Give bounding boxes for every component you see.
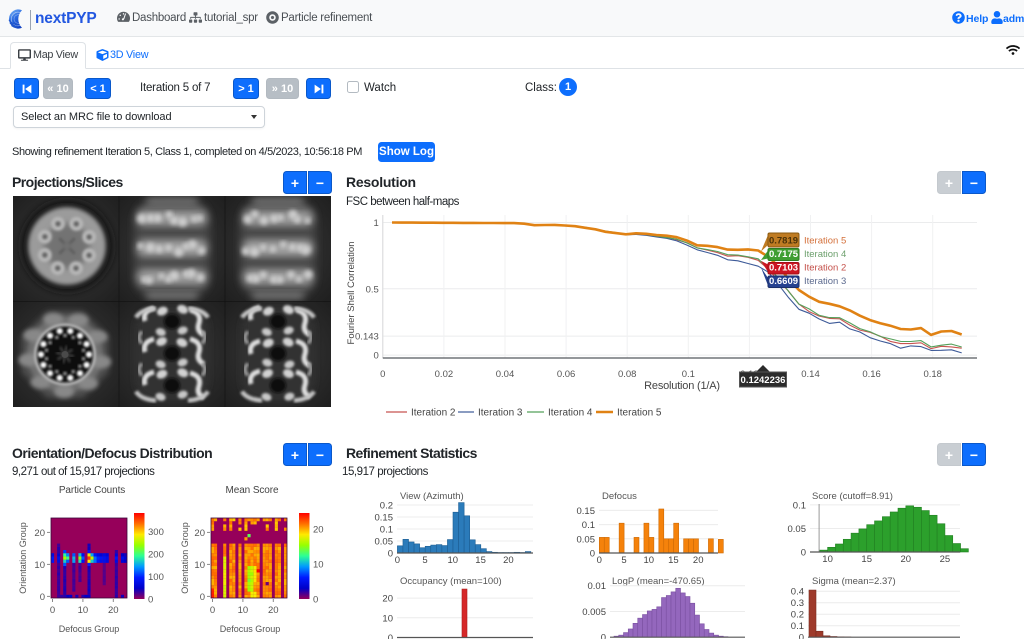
- svg-text:Iteration 4: Iteration 4: [548, 408, 593, 419]
- svg-text:0.5: 0.5: [366, 284, 379, 295]
- svg-text:10: 10: [822, 554, 833, 565]
- svg-text:Iteration 4: Iteration 4: [804, 249, 846, 260]
- svg-text:0: 0: [388, 549, 393, 560]
- svg-text:0.2: 0.2: [791, 610, 804, 621]
- svg-text:15: 15: [475, 555, 486, 566]
- svg-text:0.7819: 0.7819: [769, 236, 798, 247]
- svg-text:10: 10: [448, 555, 459, 566]
- svg-text:Mean Score: Mean Score: [226, 485, 279, 496]
- svg-text:10: 10: [313, 559, 324, 570]
- svg-text:0: 0: [200, 592, 205, 603]
- svg-text:0.04: 0.04: [496, 369, 515, 380]
- svg-text:0.05: 0.05: [577, 534, 596, 545]
- svg-text:0.1: 0.1: [791, 621, 804, 632]
- svg-text:10: 10: [644, 555, 655, 566]
- svg-text:Iteration 2: Iteration 2: [411, 408, 456, 419]
- svg-text:0: 0: [597, 555, 602, 566]
- svg-text:0.1: 0.1: [380, 525, 393, 536]
- svg-text:10: 10: [382, 613, 393, 624]
- svg-text:20: 20: [108, 605, 119, 616]
- svg-text:Iteration 5: Iteration 5: [804, 236, 846, 247]
- svg-text:0.4: 0.4: [791, 587, 804, 598]
- svg-text:0.1: 0.1: [793, 500, 806, 511]
- svg-text:20: 20: [268, 605, 279, 616]
- svg-text:0: 0: [799, 633, 804, 639]
- svg-text:Orientation Group: Orientation Group: [18, 522, 28, 594]
- svg-text:20: 20: [194, 528, 205, 539]
- svg-text:0: 0: [40, 592, 45, 603]
- svg-text:0: 0: [50, 605, 55, 616]
- svg-text:20: 20: [693, 555, 704, 566]
- svg-text:Score (cutoff=8.91): Score (cutoff=8.91): [812, 491, 893, 502]
- svg-text:0: 0: [590, 549, 595, 560]
- svg-text:20: 20: [901, 554, 912, 565]
- svg-text:0: 0: [801, 548, 806, 559]
- svg-text:20: 20: [503, 555, 514, 566]
- svg-text:0.6609: 0.6609: [769, 276, 798, 287]
- svg-text:0.7103: 0.7103: [769, 263, 798, 274]
- svg-text:0.143: 0.143: [355, 332, 379, 343]
- svg-text:0.1242236: 0.1242236: [741, 375, 786, 386]
- svg-text:10: 10: [238, 605, 249, 616]
- svg-text:10: 10: [194, 560, 205, 571]
- svg-text:Iteration 3: Iteration 3: [804, 276, 846, 287]
- svg-text:0.08: 0.08: [618, 369, 637, 380]
- svg-text:0.05: 0.05: [375, 537, 394, 548]
- svg-text:300: 300: [148, 527, 164, 538]
- svg-text:15: 15: [861, 554, 872, 565]
- svg-text:Sigma (mean=2.37): Sigma (mean=2.37): [812, 576, 896, 587]
- svg-text:20: 20: [34, 528, 45, 539]
- svg-text:Defocus Group: Defocus Group: [220, 624, 281, 634]
- svg-text:10: 10: [34, 560, 45, 571]
- svg-text:0: 0: [380, 369, 385, 380]
- svg-text:0.3: 0.3: [791, 598, 804, 609]
- svg-text:0: 0: [148, 595, 153, 606]
- svg-text:Iteration 5: Iteration 5: [617, 408, 662, 419]
- svg-text:Iteration 2: Iteration 2: [804, 263, 846, 274]
- svg-text:Defocus Group: Defocus Group: [59, 624, 120, 634]
- svg-text:0: 0: [388, 633, 393, 639]
- svg-text:0: 0: [313, 595, 318, 606]
- svg-text:0.15: 0.15: [375, 513, 394, 524]
- svg-text:0: 0: [395, 555, 400, 566]
- svg-text:10: 10: [78, 605, 89, 616]
- svg-text:20: 20: [313, 524, 324, 535]
- svg-text:Fourier Shell Correlation: Fourier Shell Correlation: [346, 242, 357, 345]
- svg-text:0.01: 0.01: [588, 581, 607, 592]
- svg-text:0.16: 0.16: [862, 369, 881, 380]
- svg-text:0.15: 0.15: [577, 506, 596, 517]
- svg-text:0: 0: [601, 633, 606, 639]
- svg-text:5: 5: [621, 555, 626, 566]
- svg-text:Particle Counts: Particle Counts: [59, 485, 125, 496]
- svg-text:Occupancy (mean=100): Occupancy (mean=100): [400, 576, 502, 587]
- svg-text:0.2: 0.2: [380, 501, 393, 512]
- svg-text:0.06: 0.06: [557, 369, 576, 380]
- svg-text:200: 200: [148, 550, 164, 561]
- svg-text:0.14: 0.14: [801, 369, 820, 380]
- svg-text:0.18: 0.18: [923, 369, 942, 380]
- svg-text:Resolution (1/A): Resolution (1/A): [644, 380, 720, 392]
- svg-text:1: 1: [374, 218, 379, 229]
- svg-text:15: 15: [668, 555, 679, 566]
- svg-text:0.05: 0.05: [788, 524, 807, 535]
- svg-text:0: 0: [374, 351, 379, 362]
- svg-text:View (Azimuth): View (Azimuth): [400, 491, 464, 502]
- svg-text:0.7175: 0.7175: [769, 249, 799, 260]
- svg-text:0.1: 0.1: [682, 369, 695, 380]
- svg-text:0.1: 0.1: [582, 520, 595, 531]
- svg-text:0: 0: [210, 605, 215, 616]
- svg-text:Orientation Group: Orientation Group: [180, 522, 190, 594]
- svg-text:Iteration 3: Iteration 3: [478, 408, 523, 419]
- svg-text:5: 5: [422, 555, 427, 566]
- svg-text:0.005: 0.005: [582, 607, 606, 618]
- svg-text:100: 100: [148, 572, 164, 583]
- svg-text:20: 20: [382, 594, 393, 605]
- svg-text:25: 25: [940, 554, 951, 565]
- svg-text:0.02: 0.02: [435, 369, 454, 380]
- svg-text:LogP (mean=-470.65): LogP (mean=-470.65): [612, 576, 705, 587]
- svg-text:Defocus: Defocus: [602, 491, 637, 502]
